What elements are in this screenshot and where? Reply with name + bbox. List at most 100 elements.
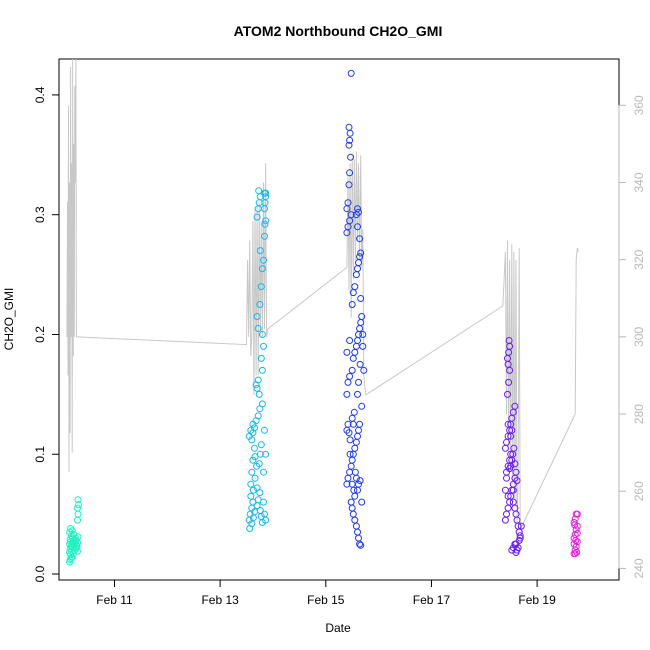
data-point bbox=[249, 456, 257, 464]
data-point bbox=[251, 453, 259, 461]
data-point bbox=[347, 498, 355, 506]
data-point bbox=[247, 426, 255, 434]
data-point bbox=[510, 444, 518, 452]
data-point bbox=[354, 528, 361, 536]
data-point bbox=[253, 462, 261, 470]
y2-tick-label: 240 bbox=[632, 558, 646, 578]
data-point bbox=[247, 492, 255, 500]
data-point bbox=[348, 414, 356, 422]
y-tick-label: 0.1 bbox=[33, 446, 47, 463]
data-point bbox=[356, 420, 364, 428]
data-point bbox=[247, 480, 255, 488]
data-point bbox=[254, 325, 262, 332]
x-tick-label: Feb 19 bbox=[518, 593, 556, 607]
data-point bbox=[352, 474, 360, 482]
data-point bbox=[358, 313, 366, 320]
data-point bbox=[511, 540, 519, 548]
data-point bbox=[350, 408, 358, 416]
data-point bbox=[511, 460, 519, 468]
y2-tick-label: 280 bbox=[632, 404, 646, 424]
data-point bbox=[504, 390, 511, 398]
data-point bbox=[505, 378, 513, 386]
data-point bbox=[348, 504, 356, 512]
data-point bbox=[253, 484, 261, 492]
data-point bbox=[354, 432, 361, 440]
data-point bbox=[352, 522, 360, 530]
data-point bbox=[355, 480, 362, 488]
data-point bbox=[505, 337, 513, 344]
data-point bbox=[346, 372, 354, 380]
data-point bbox=[260, 342, 267, 350]
x-tick-label: Feb 17 bbox=[413, 593, 451, 607]
data-point bbox=[257, 441, 265, 449]
y2-tick-label: 320 bbox=[632, 249, 646, 269]
data-point bbox=[354, 205, 361, 213]
data-point bbox=[257, 354, 265, 362]
y-tick-label: 0.3 bbox=[33, 206, 47, 223]
data-point bbox=[509, 498, 517, 506]
x-axis: Feb 11 Feb 13 Feb 15 Feb 17 Feb 19 bbox=[96, 579, 556, 607]
data-point bbox=[506, 465, 514, 473]
data-point bbox=[346, 450, 354, 458]
secondary-line bbox=[66, 58, 579, 531]
y2-tick-label: 300 bbox=[632, 327, 646, 347]
data-point bbox=[501, 486, 509, 494]
data-point bbox=[354, 223, 361, 231]
data-point bbox=[346, 129, 354, 137]
data-point bbox=[344, 420, 352, 428]
data-point bbox=[74, 496, 82, 504]
data-point bbox=[504, 504, 512, 512]
data-point bbox=[347, 211, 355, 219]
data-point bbox=[511, 402, 519, 410]
y-axis: 0.0 0.1 0.2 0.3 0.4 bbox=[33, 86, 60, 582]
data-point bbox=[256, 507, 264, 514]
data-point bbox=[248, 468, 256, 476]
data-point bbox=[262, 450, 270, 458]
y-tick-label: 0.0 bbox=[33, 565, 47, 582]
data-point bbox=[258, 400, 266, 408]
y2-tick-label: 360 bbox=[632, 95, 646, 115]
data-point bbox=[348, 301, 356, 308]
data-point bbox=[254, 205, 262, 213]
data-point bbox=[517, 522, 525, 530]
data-point bbox=[572, 537, 580, 544]
secondary-series-line bbox=[66, 58, 579, 531]
data-point bbox=[344, 378, 352, 386]
chart-title: ATOM2 Northbound CH2O_GMI bbox=[234, 23, 443, 39]
data-point bbox=[349, 420, 357, 428]
data-point bbox=[251, 474, 259, 482]
data-point bbox=[257, 283, 265, 291]
data-point bbox=[571, 550, 579, 558]
data-point bbox=[71, 537, 79, 544]
data-point bbox=[249, 420, 257, 428]
data-point bbox=[509, 486, 517, 494]
data-point bbox=[351, 444, 359, 452]
data-point bbox=[352, 438, 360, 446]
data-point bbox=[355, 426, 362, 434]
data-points bbox=[66, 69, 581, 566]
data-point bbox=[515, 537, 523, 544]
y2-tick-label: 260 bbox=[632, 481, 646, 501]
data-point bbox=[74, 504, 81, 512]
data-point bbox=[354, 390, 361, 398]
secondary-y-axis: 240 260 280 300 320 340 360 bbox=[618, 95, 646, 578]
data-point bbox=[67, 525, 75, 532]
data-point bbox=[261, 232, 268, 240]
data-point bbox=[355, 534, 362, 542]
data-point bbox=[249, 486, 257, 494]
data-point bbox=[74, 516, 81, 524]
data-point bbox=[359, 342, 367, 350]
x-axis-label: Date bbox=[325, 621, 351, 635]
x-tick-label: Feb 15 bbox=[307, 593, 345, 607]
data-point bbox=[347, 462, 355, 470]
data-point bbox=[354, 337, 361, 344]
data-point bbox=[357, 249, 365, 257]
data-point bbox=[501, 444, 509, 452]
data-point bbox=[356, 325, 364, 332]
data-point bbox=[570, 540, 578, 548]
data-point bbox=[253, 313, 261, 320]
data-point bbox=[344, 199, 352, 207]
data-point bbox=[354, 265, 361, 273]
data-point bbox=[501, 516, 509, 524]
